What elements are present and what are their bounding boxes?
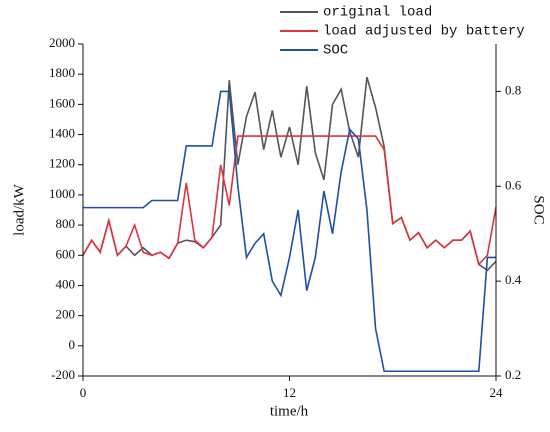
y-tick-label: -200 — [51, 367, 75, 382]
y-tick-label: 600 — [56, 246, 76, 261]
y-tick-label: 2000 — [49, 35, 75, 50]
legend: original load load adjusted by battery SOC — [280, 5, 525, 59]
legend-label: load adjusted by battery — [323, 24, 525, 40]
y2-tick-label: 0.6 — [505, 177, 522, 192]
y2-axis-label: SOC — [531, 195, 547, 224]
y-tick-label: 200 — [56, 307, 76, 322]
y-tick-label: 1600 — [49, 95, 75, 110]
y2-tick-label: 0.8 — [505, 82, 521, 97]
legend-label: SOC — [323, 43, 348, 59]
series-line — [82, 135, 497, 266]
x-tick-label: 12 — [283, 385, 296, 400]
y-tick-label: 0 — [69, 337, 76, 352]
x-tick-label: 0 — [80, 385, 87, 400]
x-tick-label: 24 — [490, 385, 504, 400]
y-tick-label: 1800 — [49, 65, 75, 80]
y-tick-label: 1400 — [49, 126, 75, 141]
y2-tick-label: 0.2 — [505, 367, 521, 382]
y-tick-label: 1200 — [49, 156, 75, 171]
y-tick-label: 400 — [56, 276, 76, 291]
series-line — [83, 90, 496, 373]
legend-label: original load — [323, 5, 432, 21]
y-axis-label: load/kW — [11, 183, 27, 235]
y-tick-label: 800 — [56, 216, 76, 231]
x-axis-label: time/h — [270, 403, 309, 419]
y2-tick-label: 0.4 — [505, 272, 522, 287]
y-tick-label: 1000 — [49, 186, 75, 201]
